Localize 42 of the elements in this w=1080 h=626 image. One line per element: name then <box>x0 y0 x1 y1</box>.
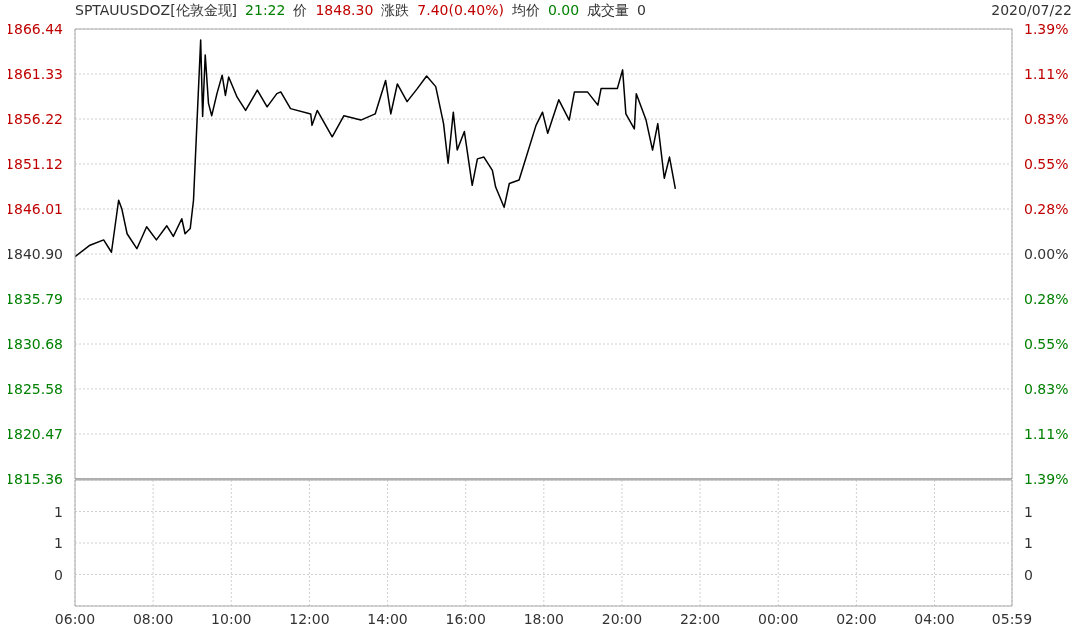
x-tick-label: 06:00 <box>54 610 96 626</box>
text: 0.00 <box>547 2 580 18</box>
y-tick-label: 0 <box>54 566 63 583</box>
y2-tick-label: 0.83% <box>1024 380 1069 397</box>
text: 1848.30 <box>315 2 374 18</box>
x-tick-label: 04:00 <box>914 610 955 626</box>
y2-tick-label: 1.39% <box>1024 21 1069 37</box>
y2-tick-label: 0.00% <box>1024 246 1069 262</box>
x-tick-label: 22:00 <box>679 610 721 626</box>
text: 成交量 <box>587 2 630 18</box>
y2-tick-label: 0.83% <box>1024 111 1069 128</box>
y-tick-label: 1 <box>54 535 63 551</box>
x-tick-label: 14:00 <box>367 610 408 626</box>
x-tick-label: 05:59 <box>991 610 1033 626</box>
y2-tick-label: 0.28% <box>1024 200 1069 217</box>
x-tick-label: 12:00 <box>289 610 330 626</box>
text: 2020/07/22 <box>991 2 1072 18</box>
text: 21:22 <box>245 2 286 18</box>
x-tick-label: 16:00 <box>445 610 486 626</box>
y-tick-label: 1 <box>54 503 63 520</box>
line-series <box>75 39 677 258</box>
x-tick-label: 08:00 <box>132 610 174 626</box>
x-tick-label: 10:00 <box>211 610 252 626</box>
text: 涨跌 <box>381 2 410 18</box>
text: 7.40(0.40%) <box>417 2 504 18</box>
y2-tick-label: 0 <box>1024 566 1033 583</box>
y2-tick-label: 0.55% <box>1024 336 1069 353</box>
y2-tick-label: 1.11% <box>1024 426 1069 443</box>
x-tick-label: 18:00 <box>523 610 565 626</box>
y2-tick-label: 0.55% <box>1024 155 1069 172</box>
x-tick-label: 00:00 <box>758 610 799 626</box>
y2-tick-label: 0.28% <box>1024 291 1069 308</box>
text: 均价 <box>511 2 540 18</box>
text: 价 <box>293 2 308 18</box>
y2-tick-label: 1.11% <box>1024 65 1069 82</box>
text: 0 <box>637 2 647 18</box>
x-tick-label: 02:00 <box>836 610 877 626</box>
y2-tick-label: 1.39% <box>1024 471 1069 487</box>
x-tick-label: 20:00 <box>601 610 643 626</box>
chart-title: SPTAUUSDOZ[伦敦金现] <box>75 2 238 18</box>
y2-tick-label: 1 <box>1024 503 1033 520</box>
y2-tick-label: 1 <box>1024 535 1033 551</box>
